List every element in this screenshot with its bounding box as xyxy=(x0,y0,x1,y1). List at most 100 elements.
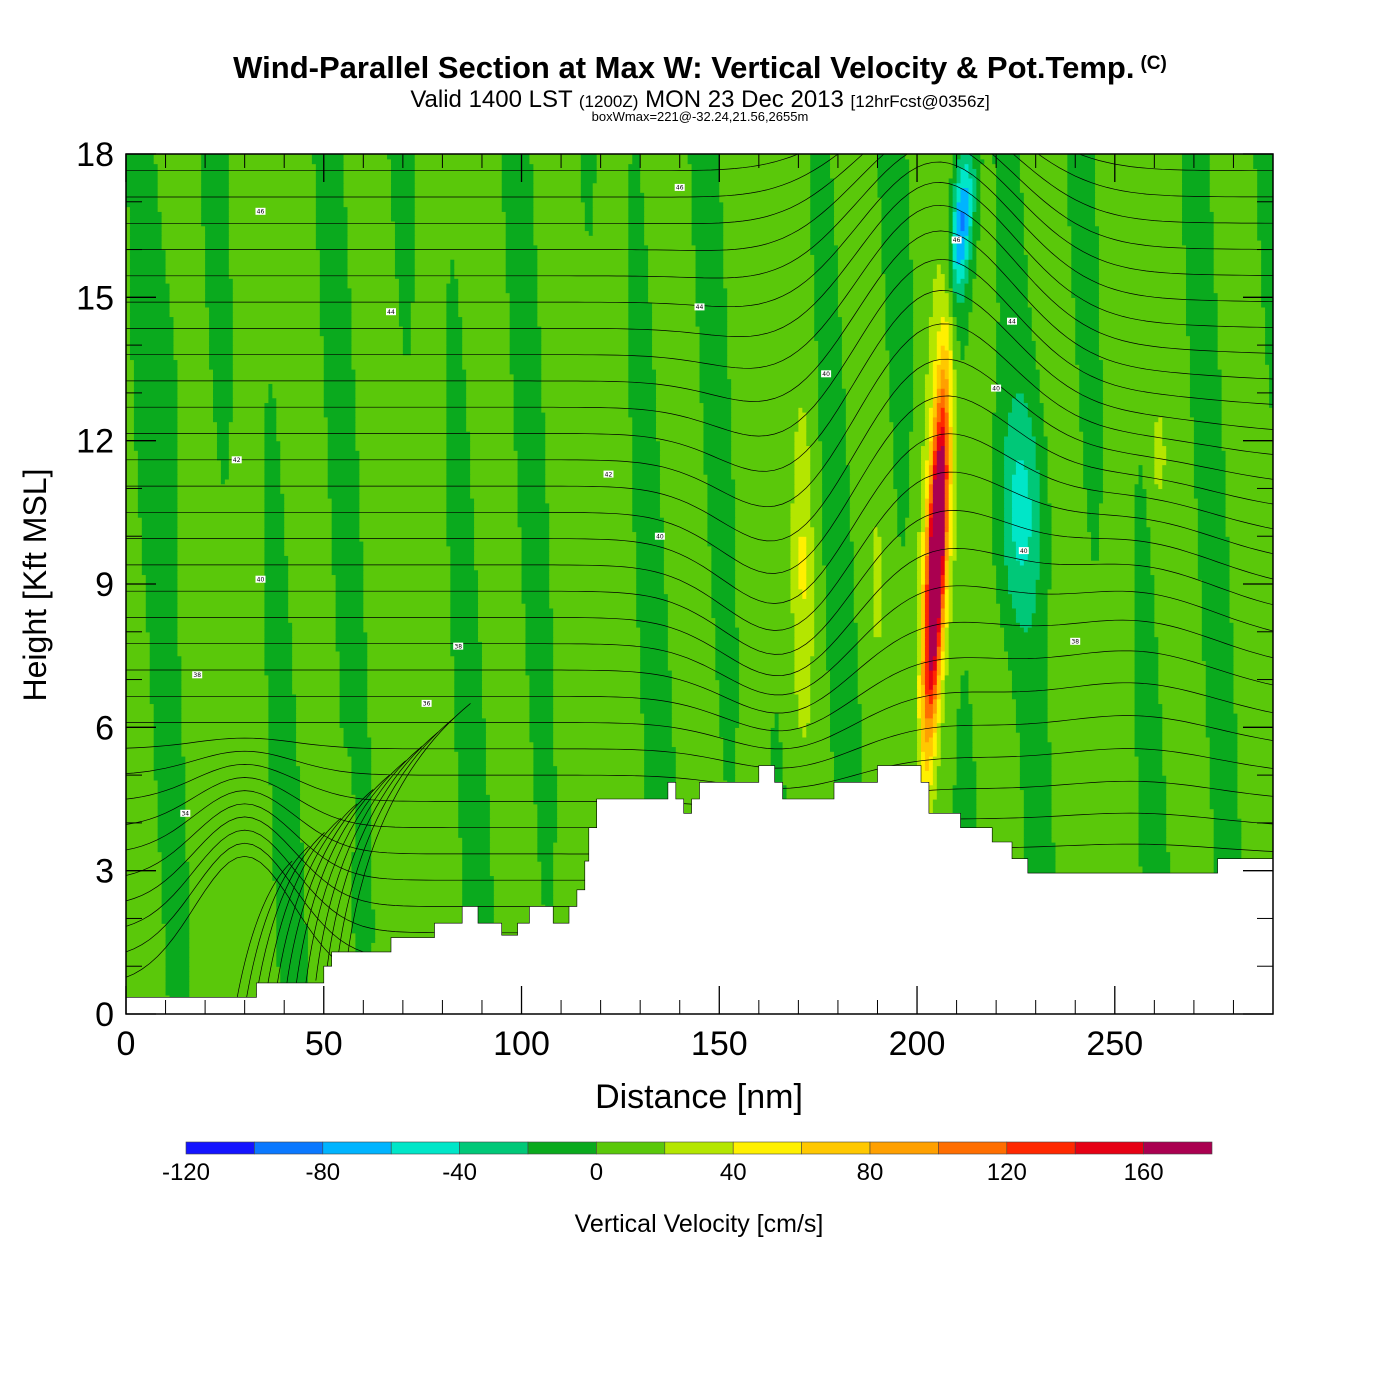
velocity-cell xyxy=(920,689,926,695)
velocity-cell xyxy=(924,727,934,733)
velocity-cell xyxy=(458,760,487,767)
velocity-cell xyxy=(153,765,186,771)
velocity-cell xyxy=(145,574,179,580)
velocity-cell xyxy=(667,636,716,642)
velocity-cell xyxy=(1004,493,1013,499)
velocity-cell xyxy=(924,603,930,609)
velocity-cell xyxy=(940,359,950,365)
velocity-cell xyxy=(924,378,934,384)
velocity-cell xyxy=(810,679,831,685)
velocity-cell xyxy=(126,584,147,590)
velocity-cell xyxy=(936,670,942,676)
velocity-cell xyxy=(351,885,372,891)
velocity-cell xyxy=(1047,474,1084,480)
velocity-cell xyxy=(1035,455,1049,461)
velocity-cell xyxy=(1051,808,1140,814)
velocity-cell xyxy=(798,407,803,413)
velocity-cell xyxy=(280,975,309,982)
velocity-cell xyxy=(371,770,459,776)
velocity-cell xyxy=(1162,756,1211,762)
velocity-cell xyxy=(936,789,954,795)
velocity-cell xyxy=(739,631,796,638)
velocity-cell xyxy=(711,564,736,571)
velocity-cell xyxy=(367,708,455,714)
velocity-cell xyxy=(1229,607,1273,614)
velocity-cell xyxy=(303,913,353,920)
velocity-cell xyxy=(1134,560,1151,566)
velocity-cell xyxy=(181,698,269,705)
velocity-cell xyxy=(296,732,345,738)
velocity-cell xyxy=(1027,469,1041,475)
velocity-cell xyxy=(537,818,558,824)
velocity-cell xyxy=(873,545,883,552)
velocity-cell xyxy=(517,512,550,518)
velocity-cell xyxy=(1241,851,1273,857)
velocity-cell xyxy=(1138,803,1167,810)
velocity-cell xyxy=(126,655,151,662)
velocity-cell xyxy=(810,665,827,671)
velocity-cell xyxy=(126,861,163,867)
velocity-cell xyxy=(1083,469,1104,475)
velocity-cell xyxy=(1217,335,1266,341)
velocity-cell xyxy=(272,846,305,853)
velocity-cell xyxy=(1098,326,1187,332)
velocity-cell xyxy=(525,665,554,671)
velocity-cell xyxy=(936,631,942,638)
velocity-cell xyxy=(920,612,926,619)
velocity-cell xyxy=(303,856,353,862)
velocity-cell xyxy=(636,550,665,556)
velocity-cell xyxy=(735,512,792,518)
velocity-cell xyxy=(655,421,705,427)
velocity-cell xyxy=(351,923,376,929)
velocity-cell xyxy=(1011,483,1029,490)
velocity-cell xyxy=(1237,794,1273,800)
velocity-cell xyxy=(1098,316,1187,322)
velocity-cell xyxy=(992,431,1009,437)
velocity-cell xyxy=(489,827,538,834)
velocity-cell xyxy=(794,650,815,657)
velocity-cell xyxy=(794,665,811,671)
velocity-cell xyxy=(1015,703,1049,709)
velocity-cell xyxy=(667,660,716,666)
velocity-cell xyxy=(663,550,712,556)
velocity-cell xyxy=(177,560,266,566)
velocity-cell xyxy=(806,431,819,437)
velocity-cell xyxy=(521,560,550,566)
velocity-cell xyxy=(948,435,954,442)
velocity-cell xyxy=(944,679,962,685)
velocity-cell xyxy=(1051,741,1136,748)
velocity-cell xyxy=(928,483,934,490)
velocity-cell xyxy=(936,665,942,671)
velocity-cell xyxy=(446,507,475,513)
velocity-cell xyxy=(1154,584,1203,590)
velocity-cell xyxy=(367,670,455,676)
velocity-cell xyxy=(948,359,954,365)
velocity-cell xyxy=(545,450,633,456)
velocity-cell xyxy=(1217,359,1266,365)
velocity-cell xyxy=(948,364,954,370)
velocity-cell xyxy=(735,760,772,767)
velocity-cell xyxy=(300,832,356,838)
velocity-cell xyxy=(1011,512,1033,518)
velocity-cell xyxy=(699,373,728,380)
velocity-cell xyxy=(1004,555,1017,561)
velocity-cell xyxy=(189,947,277,953)
velocity-cell xyxy=(873,574,883,580)
velocity-cell xyxy=(936,684,942,690)
velocity-cell xyxy=(264,416,277,423)
velocity-cell xyxy=(371,775,459,781)
velocity-cell xyxy=(936,746,942,752)
velocity-cell xyxy=(185,846,273,853)
velocity-cell xyxy=(663,526,709,533)
velocity-cell xyxy=(924,736,930,743)
velocity-cell xyxy=(1221,383,1270,389)
velocity-cell xyxy=(541,359,629,365)
velocity-cell xyxy=(232,316,321,322)
velocity-cell xyxy=(857,679,918,685)
velocity-cell xyxy=(1134,732,1163,738)
velocity-cell xyxy=(944,588,950,595)
velocity-cell xyxy=(924,521,930,528)
velocity-cell xyxy=(944,708,958,714)
velocity-cell xyxy=(798,579,807,585)
velocity-cell xyxy=(339,689,368,695)
